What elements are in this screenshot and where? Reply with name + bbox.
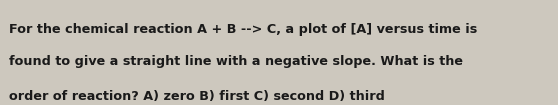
Text: For the chemical reaction A + B --> C, a plot of [A] versus time is: For the chemical reaction A + B --> C, a… xyxy=(9,23,477,36)
Text: order of reaction? A) zero B) first C) second D) third: order of reaction? A) zero B) first C) s… xyxy=(9,90,385,103)
Text: found to give a straight line with a negative slope. What is the: found to give a straight line with a neg… xyxy=(9,55,463,68)
